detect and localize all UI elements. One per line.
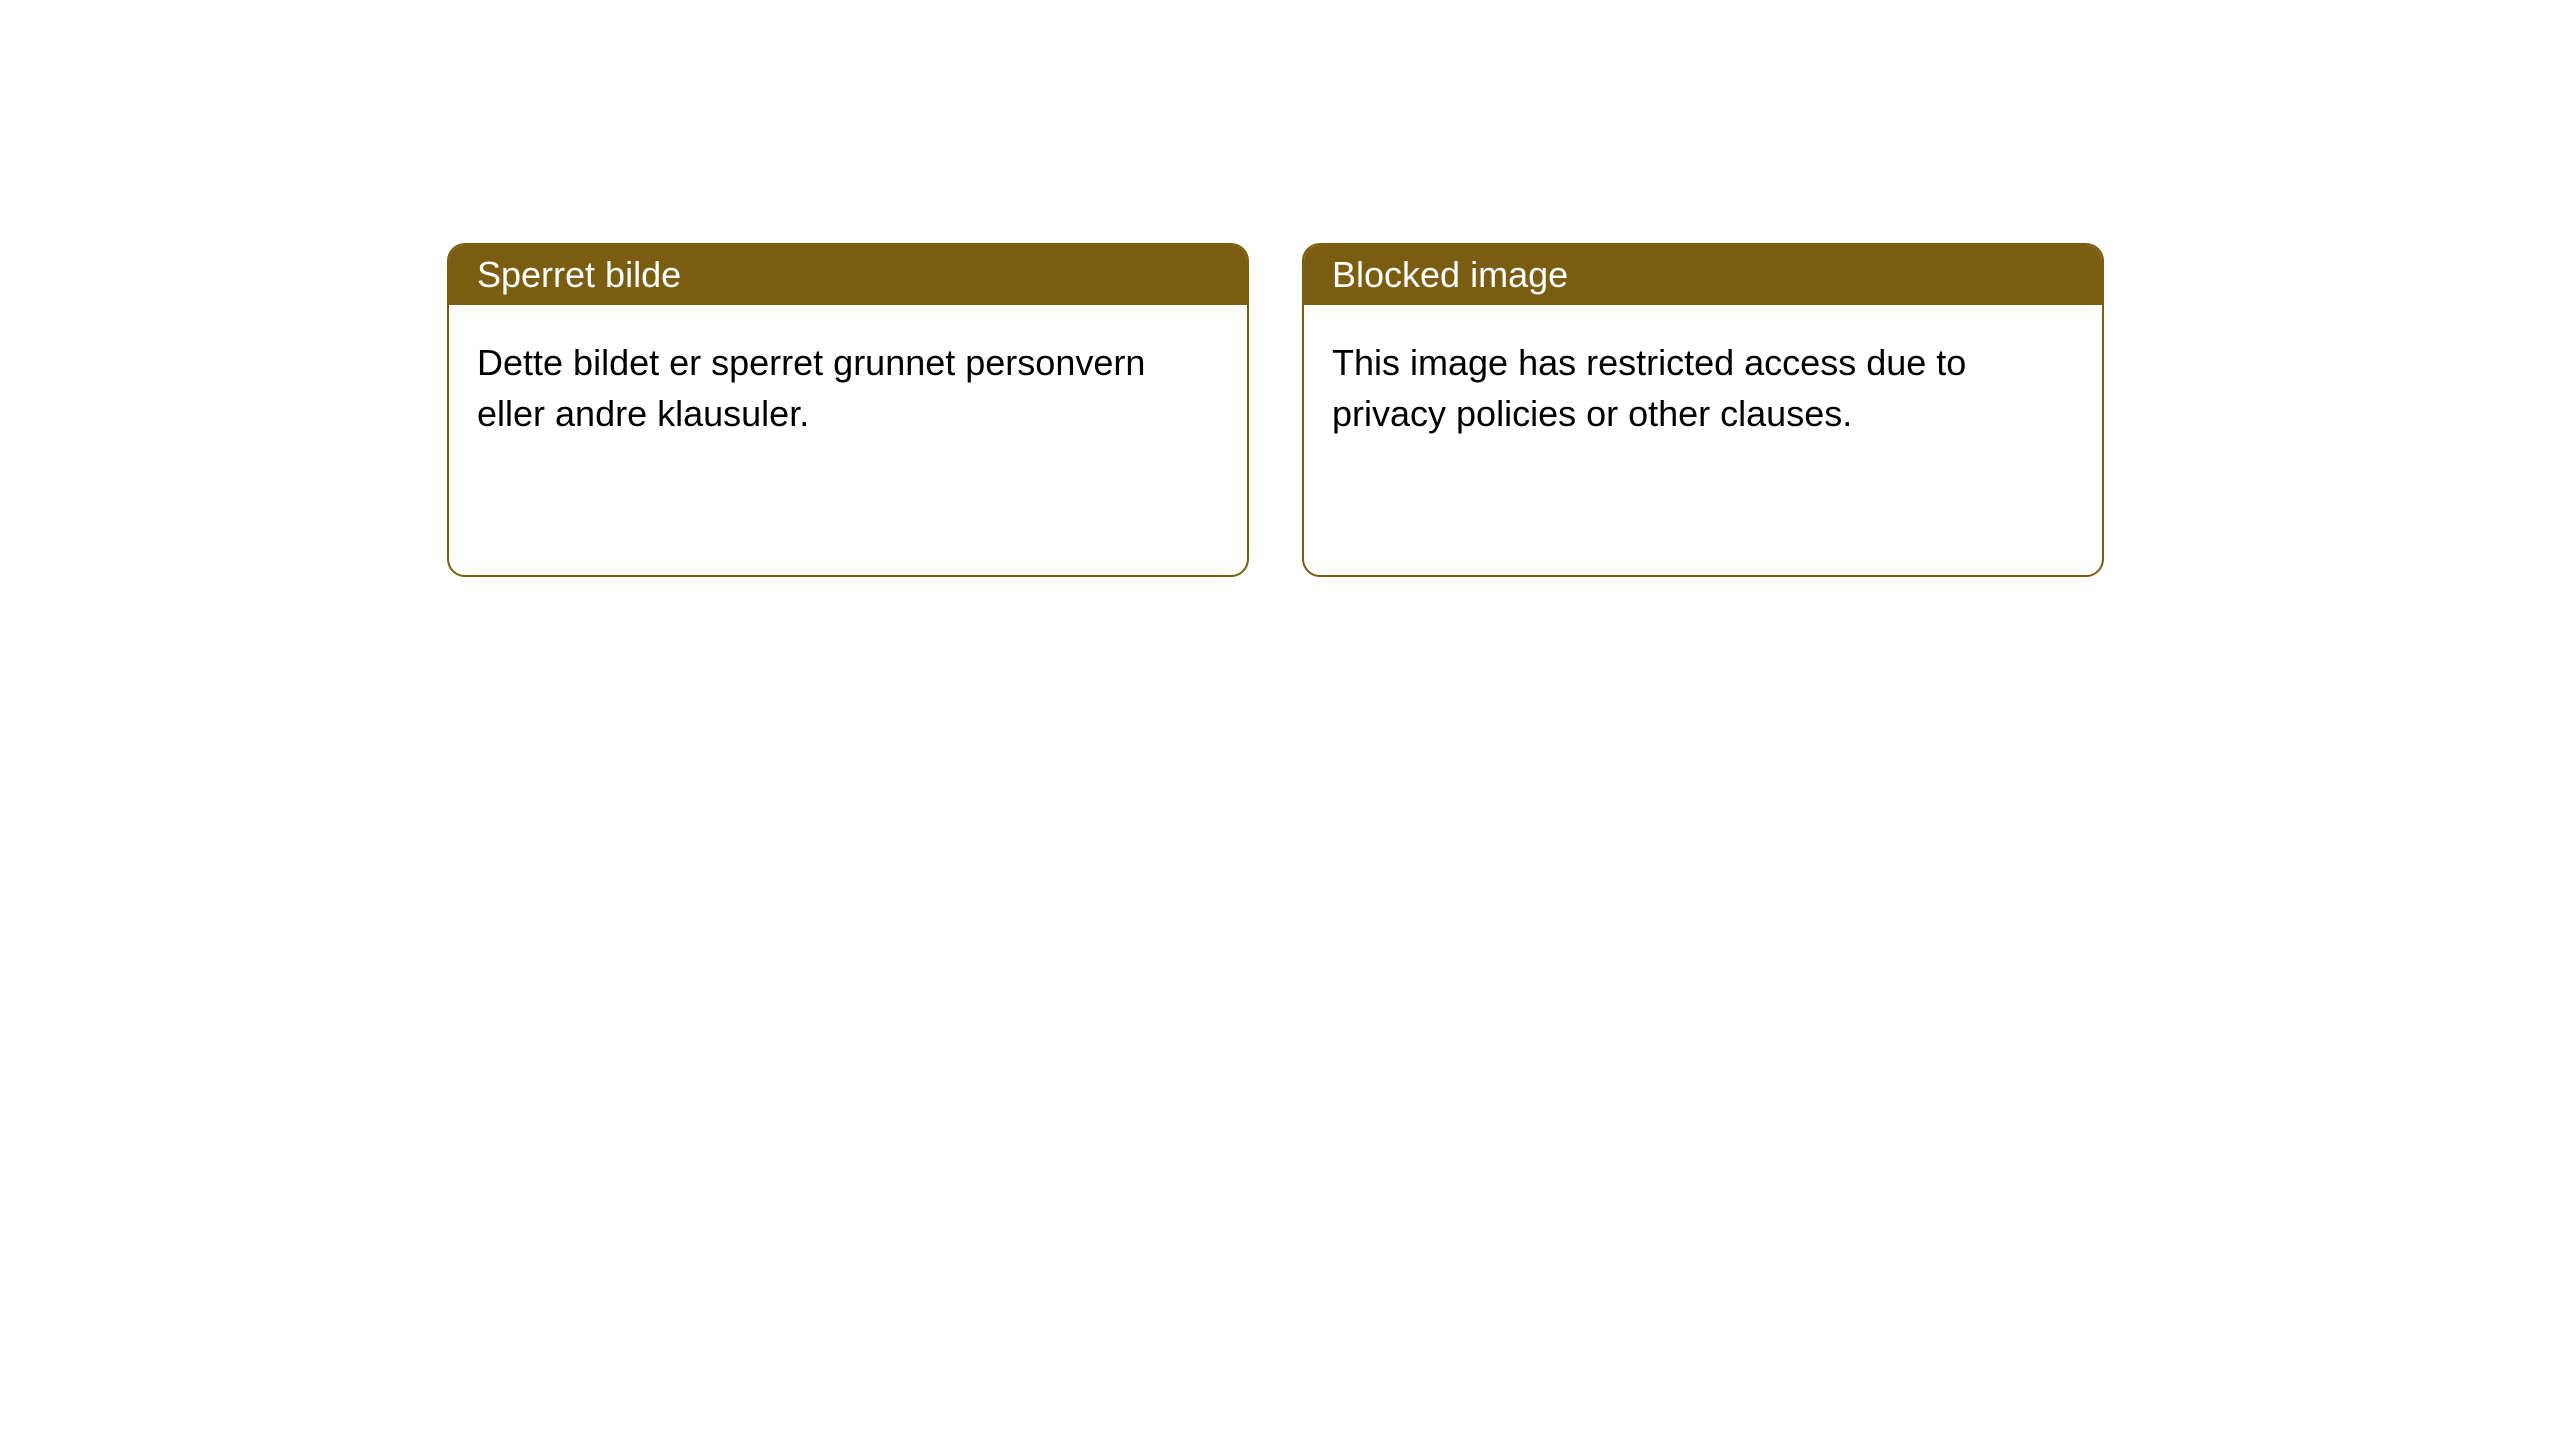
card-header-text: Blocked image — [1332, 254, 1568, 296]
card-header: Sperret bilde — [449, 245, 1247, 305]
card-body: This image has restricted access due to … — [1304, 305, 2102, 472]
card-header-text: Sperret bilde — [477, 254, 681, 296]
card-header: Blocked image — [1304, 245, 2102, 305]
blocked-image-card-english: Blocked image This image has restricted … — [1302, 243, 2104, 577]
card-body: Dette bildet er sperret grunnet personve… — [449, 305, 1247, 472]
card-body-text: This image has restricted access due to … — [1332, 342, 1966, 434]
blocked-image-card-norwegian: Sperret bilde Dette bildet er sperret gr… — [447, 243, 1249, 577]
card-body-text: Dette bildet er sperret grunnet personve… — [477, 342, 1145, 434]
cards-container: Sperret bilde Dette bildet er sperret gr… — [447, 243, 2104, 577]
